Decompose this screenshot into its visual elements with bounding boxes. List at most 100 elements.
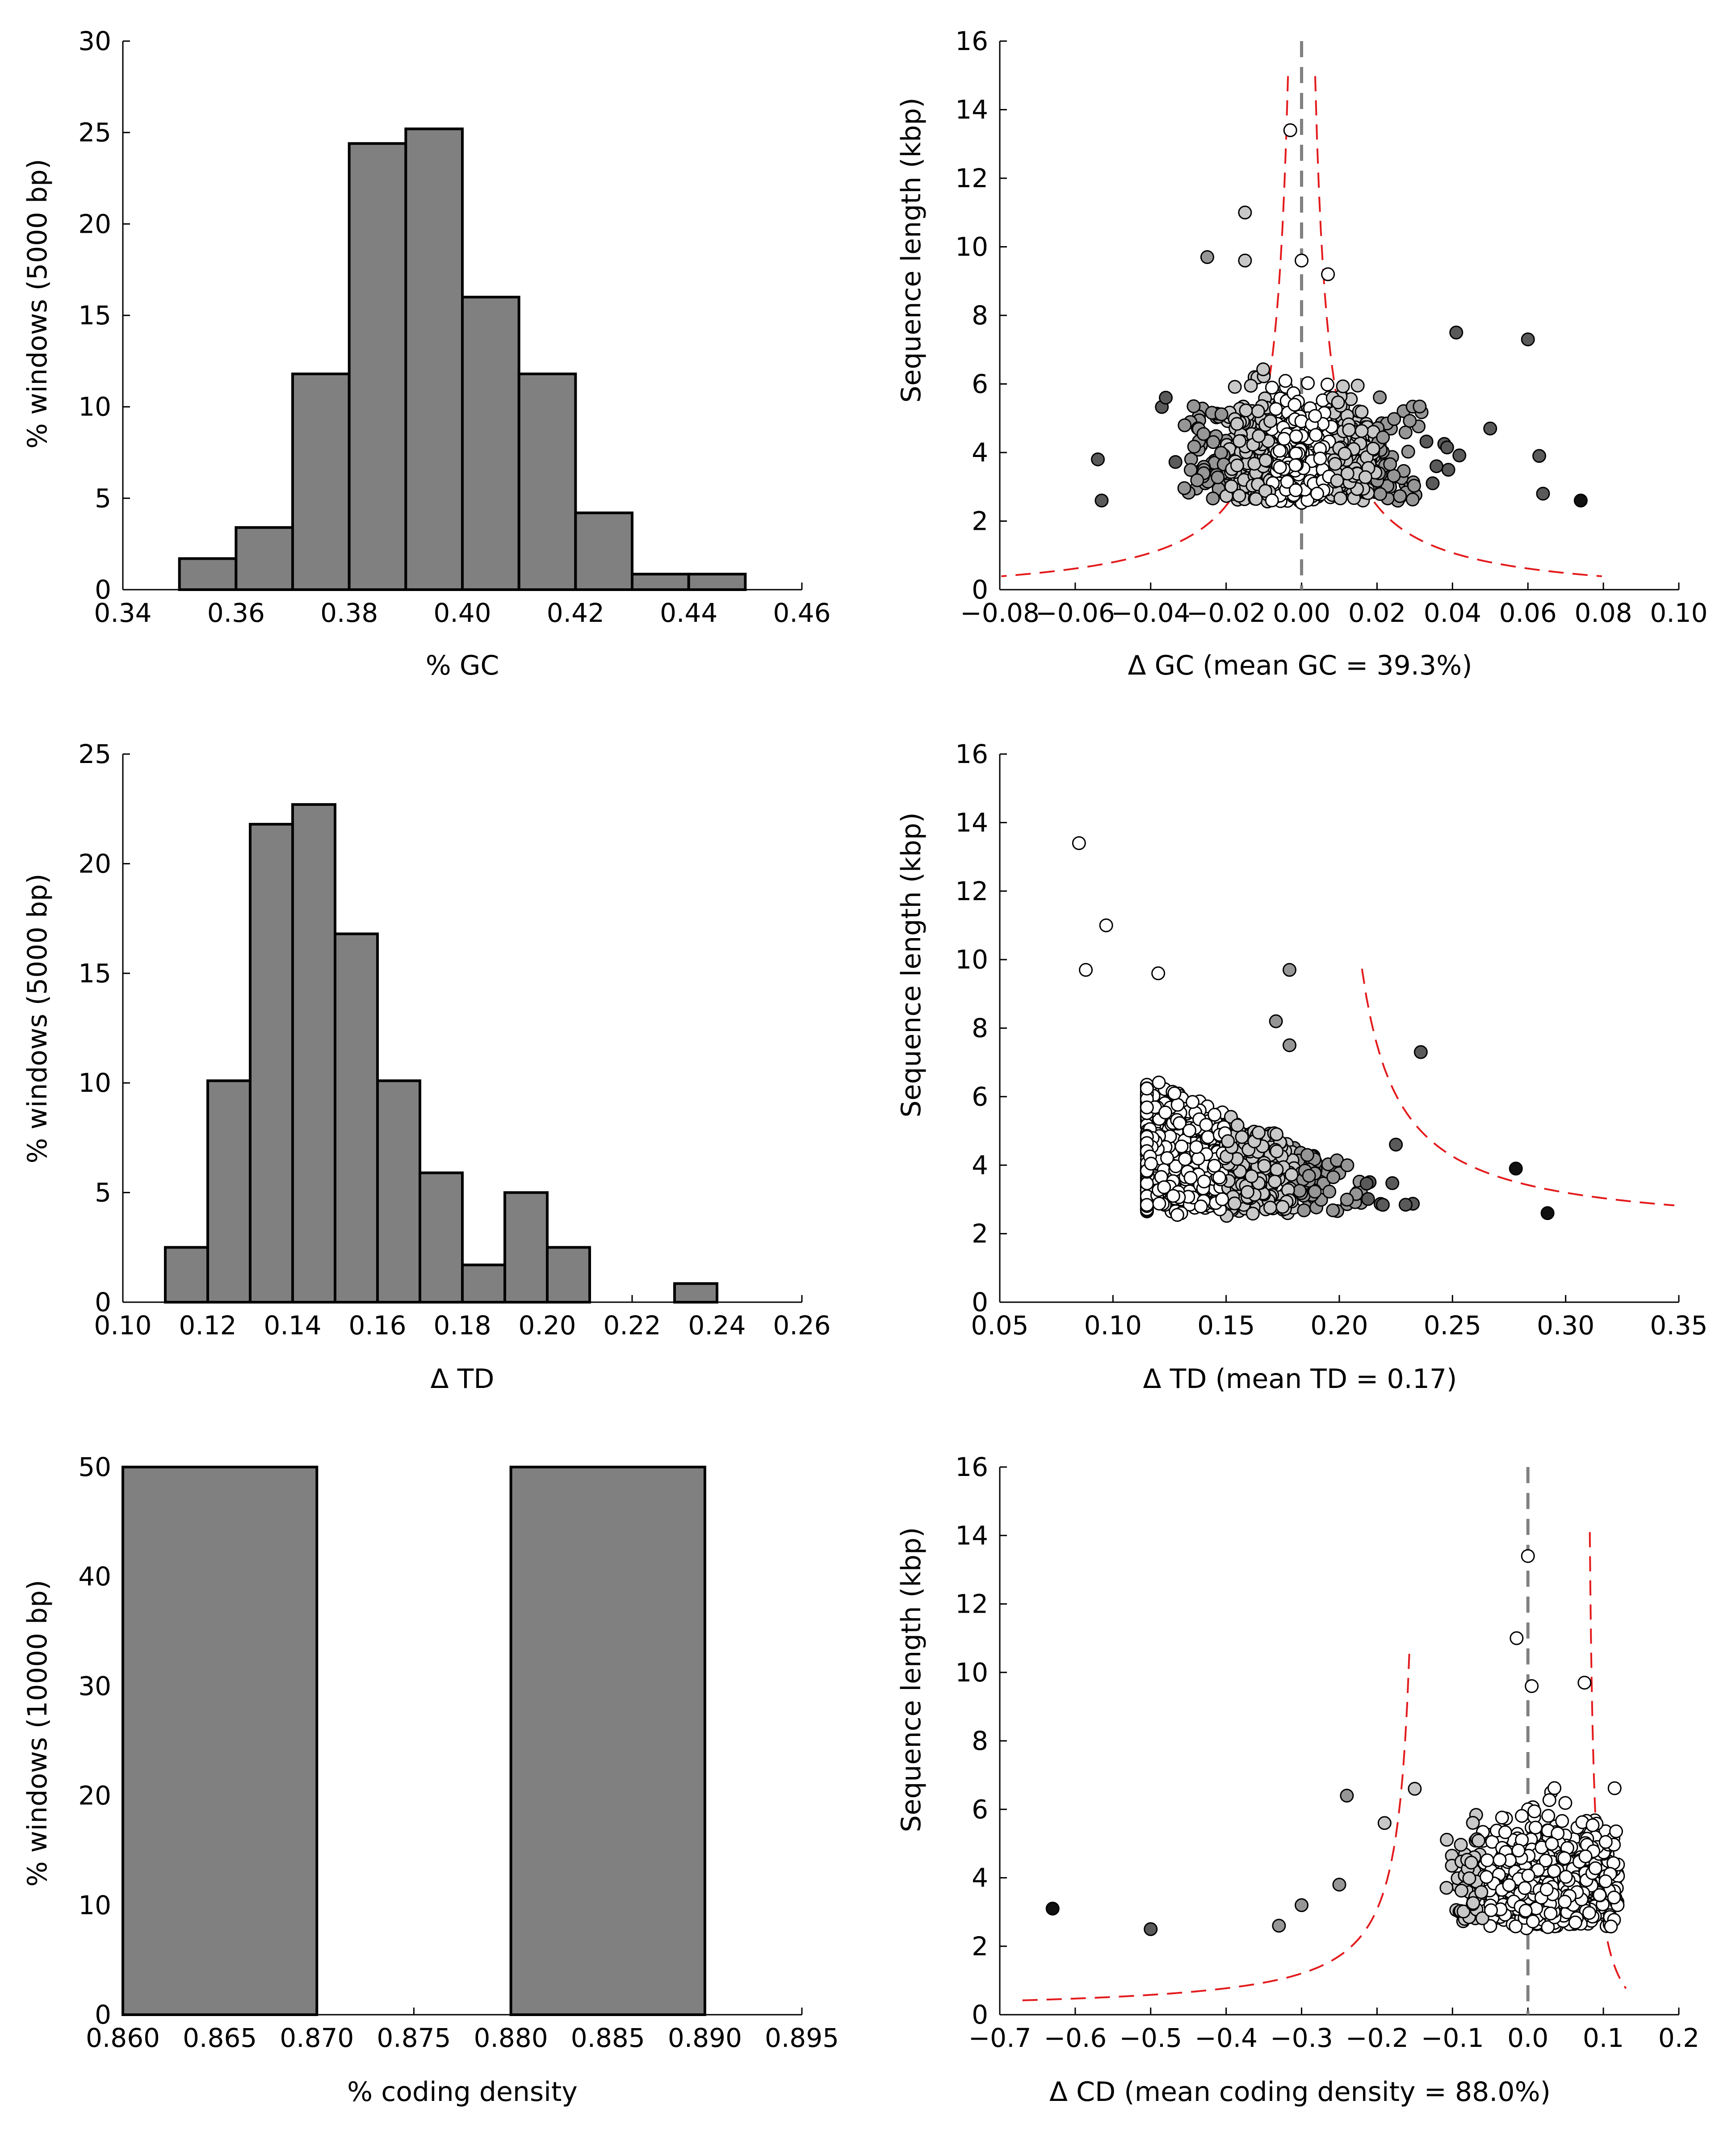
scatter-point: [1354, 405, 1369, 419]
scatter-point: [1604, 1919, 1618, 1933]
x-tick-label: 0.16: [348, 1310, 406, 1341]
scatter-point: [1526, 1914, 1540, 1928]
scatter-point: [1308, 428, 1323, 442]
scatter-point: [1166, 1189, 1180, 1203]
scatter-point: [1228, 1196, 1242, 1211]
scatter-point: [1413, 399, 1427, 414]
scatter-point: [1607, 1781, 1622, 1795]
scatter-point: [1288, 483, 1303, 497]
scatter-point: [1273, 460, 1287, 474]
histogram-bar: [419, 1171, 464, 1304]
scatter-point: [1547, 1781, 1562, 1795]
y-tick-label: 16: [955, 26, 988, 56]
scatter-point: [1140, 1198, 1154, 1212]
scatter-point: [1233, 434, 1247, 448]
y-tick-label: 6: [972, 369, 988, 399]
scatter-point: [1245, 1169, 1259, 1183]
scatter-point: [1206, 435, 1220, 449]
td-hist-xlabel: Δ TD: [431, 1363, 495, 1395]
scatter-point: [1251, 404, 1265, 419]
scatter-point: [1328, 457, 1342, 471]
scatter-point: [1326, 1170, 1341, 1184]
x-tick-label: 0.10: [1084, 1310, 1142, 1341]
y-tick-label: 0: [972, 1287, 988, 1317]
gc-hist-ylabel: % windows (5000 bp): [22, 159, 53, 449]
scatter-point: [1405, 492, 1420, 507]
scatter-point: [1295, 1898, 1309, 1912]
scatter-point: [1265, 381, 1279, 395]
scatter-point: [1598, 1835, 1613, 1849]
scatter-point: [1194, 1199, 1208, 1214]
scatter-point: [1278, 374, 1292, 388]
x-tick-label: 0.34: [94, 598, 151, 628]
x-tick-label: −0.06: [1036, 598, 1115, 628]
scatter-point: [1208, 1107, 1222, 1122]
scatter-point: [1502, 1878, 1516, 1892]
scatter-point: [1373, 390, 1387, 404]
scatter-point: [1475, 1911, 1489, 1925]
scatter-point: [1072, 836, 1086, 850]
scatter-point: [1245, 1207, 1260, 1221]
scatter-point: [1441, 463, 1455, 477]
scatter-point: [1300, 1148, 1314, 1162]
histogram-bar: [291, 803, 336, 1304]
scatter-point: [1247, 457, 1262, 471]
scatter-point: [1430, 459, 1444, 474]
scatter-point: [1555, 1814, 1569, 1828]
scatter-point: [1426, 476, 1440, 490]
scatter-point: [1474, 1885, 1489, 1899]
scatter-point: [1419, 434, 1434, 449]
histogram-bar: [461, 296, 520, 591]
scatter-point: [1244, 378, 1258, 393]
scatter-point: [1230, 417, 1244, 431]
scatter-point: [1169, 1159, 1183, 1174]
scatter-point: [1609, 1824, 1623, 1839]
x-tick-label: 0.02: [1348, 598, 1406, 628]
scatter-point: [1340, 466, 1354, 481]
td-hist-ylabel: % windows (5000 bp): [22, 874, 53, 1164]
scatter-point: [1495, 1811, 1509, 1825]
scatter-point: [1186, 1095, 1200, 1109]
scatter-point: [1322, 1184, 1337, 1199]
y-tick-label: 16: [955, 739, 988, 769]
scatter-point: [1540, 1206, 1555, 1220]
scatter-point: [1214, 446, 1228, 460]
scatter-point: [1094, 493, 1109, 507]
scatter-point: [1159, 390, 1173, 405]
scatter-point: [1573, 493, 1588, 507]
scatter-point: [1263, 1200, 1277, 1215]
y-tick-label: 6: [972, 1794, 988, 1824]
y-tick-label: 20: [78, 209, 111, 239]
scatter-point: [1539, 1853, 1553, 1868]
scatter-point: [1332, 1878, 1346, 1892]
scatter-point: [1498, 1825, 1512, 1840]
scatter-point: [1536, 486, 1550, 501]
x-tick-label: −0.4: [1195, 2023, 1258, 2053]
scatter-point: [1387, 412, 1401, 426]
y-tick-label: 30: [78, 26, 111, 56]
x-tick-label: 0.14: [264, 1310, 321, 1341]
gc-scatter-xlabel: Δ GC (mean GC = 39.3%): [1128, 650, 1472, 681]
x-tick-label: 0.46: [773, 598, 830, 628]
x-tick-label: 0.04: [1424, 598, 1481, 628]
scatter-point: [1196, 427, 1211, 441]
scatter-point: [1284, 1168, 1299, 1182]
gc-histogram-panel: % GC % windows (5000 bp) 0.34 0.36 0.38 0.4…: [22, 26, 831, 681]
scatter-point: [1269, 1014, 1283, 1028]
x-tick-label: 0.10: [1650, 598, 1707, 628]
scatter-point: [1221, 1134, 1235, 1149]
scatter-point: [1358, 470, 1372, 484]
y-tick-label: 14: [955, 95, 988, 125]
scatter-point: [1263, 414, 1278, 428]
scatter-point: [1466, 1816, 1480, 1830]
scatter-point: [1558, 1796, 1572, 1810]
x-tick-label: 0.36: [207, 598, 265, 628]
scatter-point: [1152, 1075, 1166, 1090]
scatter-point: [1189, 1140, 1203, 1154]
scatter-point: [1258, 453, 1273, 468]
scatter-point: [1308, 409, 1322, 423]
scatter-point: [1252, 429, 1266, 443]
y-tick-label: 10: [955, 1657, 988, 1688]
scatter-point: [1462, 1871, 1476, 1886]
y-tick-label: 0: [972, 2000, 988, 2030]
